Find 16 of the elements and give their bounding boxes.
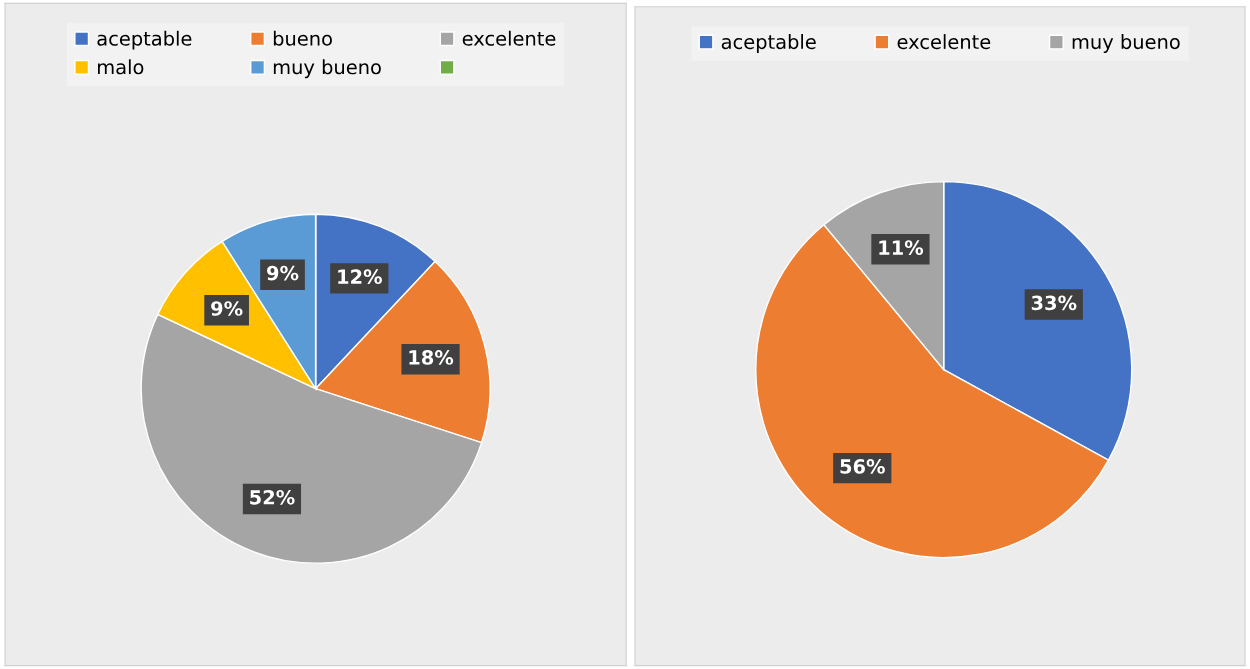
legend-label: aceptable — [97, 30, 192, 50]
legend-label: aceptable — [721, 34, 816, 53]
legend-label: excelente — [462, 30, 556, 46]
data-label: 12% — [338, 269, 382, 285]
data-label: 56% — [840, 459, 885, 474]
data-label: 9% — [211, 301, 243, 316]
legend-label: muy bueno — [273, 59, 381, 79]
data-label: 9% — [267, 265, 299, 281]
data-label: 18% — [409, 350, 454, 365]
legend-label: bueno — [273, 30, 332, 46]
data-label: 52% — [250, 489, 295, 505]
legend-label: muy bueno — [1072, 34, 1180, 53]
legend-label: malo — [98, 59, 144, 75]
data-label: 33% — [1031, 295, 1077, 311]
legend-label: excelente — [897, 34, 991, 50]
data-label: 11% — [879, 240, 924, 255]
